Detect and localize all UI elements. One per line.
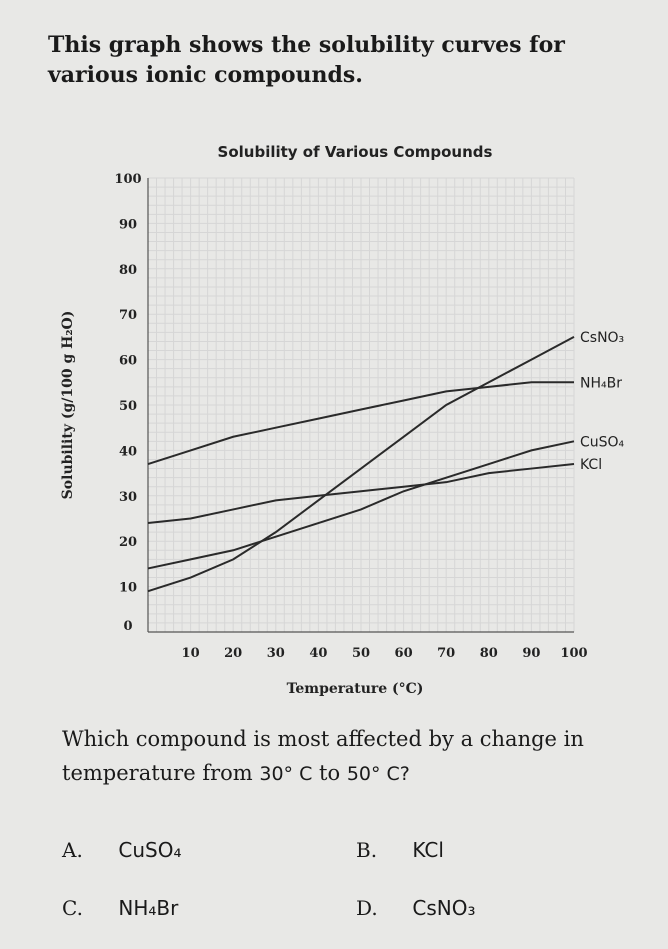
x-axis-title: Temperature (°C) xyxy=(287,681,424,697)
choice-d[interactable]: D. CsNO₃ xyxy=(356,896,475,920)
series-label-nhbr: NH₄Br xyxy=(580,375,622,391)
series-line-cuso xyxy=(147,440,575,570)
series-line-nhbr xyxy=(147,381,574,465)
y-tick-label: 20 xyxy=(119,535,137,550)
choice-a[interactable]: A. CuSO₄ xyxy=(62,838,181,862)
series-label-csno: CsNO₃ xyxy=(580,330,624,346)
y-tick-label: 10 xyxy=(119,581,137,596)
x-tick-label: 80 xyxy=(480,646,498,661)
intro-text: This graph shows the solubility curves f… xyxy=(48,32,565,88)
question-line-1: Which compound is most affected by a cha… xyxy=(62,727,584,751)
x-tick-label: 70 xyxy=(437,646,455,661)
question-from-temp: 30° C xyxy=(259,763,313,785)
question-text: Which compound is most affected by a cha… xyxy=(62,722,642,791)
y-tick-label: 30 xyxy=(119,490,137,505)
series-line-csno xyxy=(147,336,575,593)
choice-b-letter: B. xyxy=(356,838,378,862)
x-tick-label: 30 xyxy=(267,646,285,661)
chart-ticks: 10 20 30 40 50 60 70 80 90 100 0 10 20 30 40 50 60 70 80 90… xyxy=(114,172,587,661)
choice-a-value: CuSO₄ xyxy=(118,838,182,862)
y-tick-label: 100 xyxy=(114,172,141,187)
choice-d-letter: D. xyxy=(356,896,378,920)
x-tick-label: 40 xyxy=(309,646,327,661)
chart-series xyxy=(147,336,575,593)
question-to-temp: 50° C? xyxy=(346,763,410,785)
x-tick-label: 100 xyxy=(560,646,587,661)
y-tick-label: 0 xyxy=(123,619,132,634)
choice-c-value: NH₄Br xyxy=(118,896,179,920)
chart-axes xyxy=(147,178,574,633)
question-to-word: to xyxy=(319,761,341,785)
x-tick-label: 60 xyxy=(395,646,413,661)
chart-grid xyxy=(147,177,575,633)
question-line-2: temperature from xyxy=(62,761,253,785)
solubility-chart: Solubility of Various Compounds 10 20 30 40… xyxy=(60,143,625,697)
choice-c[interactable]: C. NH₄Br xyxy=(62,896,178,920)
x-tick-label: 90 xyxy=(522,646,540,661)
y-tick-label: 50 xyxy=(119,399,137,414)
series-label-kcl: KCl xyxy=(580,457,602,473)
x-tick-label: 20 xyxy=(224,646,242,661)
choice-b[interactable]: B. KCl xyxy=(356,838,444,862)
chart-series-labels: CsNO₃ NH₄Br CuSO₄ KCl xyxy=(580,330,625,473)
y-tick-label: 40 xyxy=(119,444,137,459)
chart-title: Solubility of Various Compounds xyxy=(218,143,493,161)
x-tick-label: 10 xyxy=(182,646,200,661)
choice-a-letter: A. xyxy=(62,838,83,862)
y-axis-title: Solubility (g/100 g H₂O) xyxy=(60,311,76,500)
y-tick-label: 60 xyxy=(119,354,137,369)
choice-b-value: KCl xyxy=(412,838,444,862)
y-tick-label: 70 xyxy=(119,308,137,323)
x-tick-label: 50 xyxy=(352,646,370,661)
y-tick-label: 90 xyxy=(119,217,137,232)
series-label-cuso: CuSO₄ xyxy=(580,434,625,450)
choice-d-value: CsNO₃ xyxy=(412,896,476,920)
series-line-kcl xyxy=(147,463,575,525)
y-tick-label: 80 xyxy=(119,263,137,278)
choice-c-letter: C. xyxy=(62,896,83,920)
